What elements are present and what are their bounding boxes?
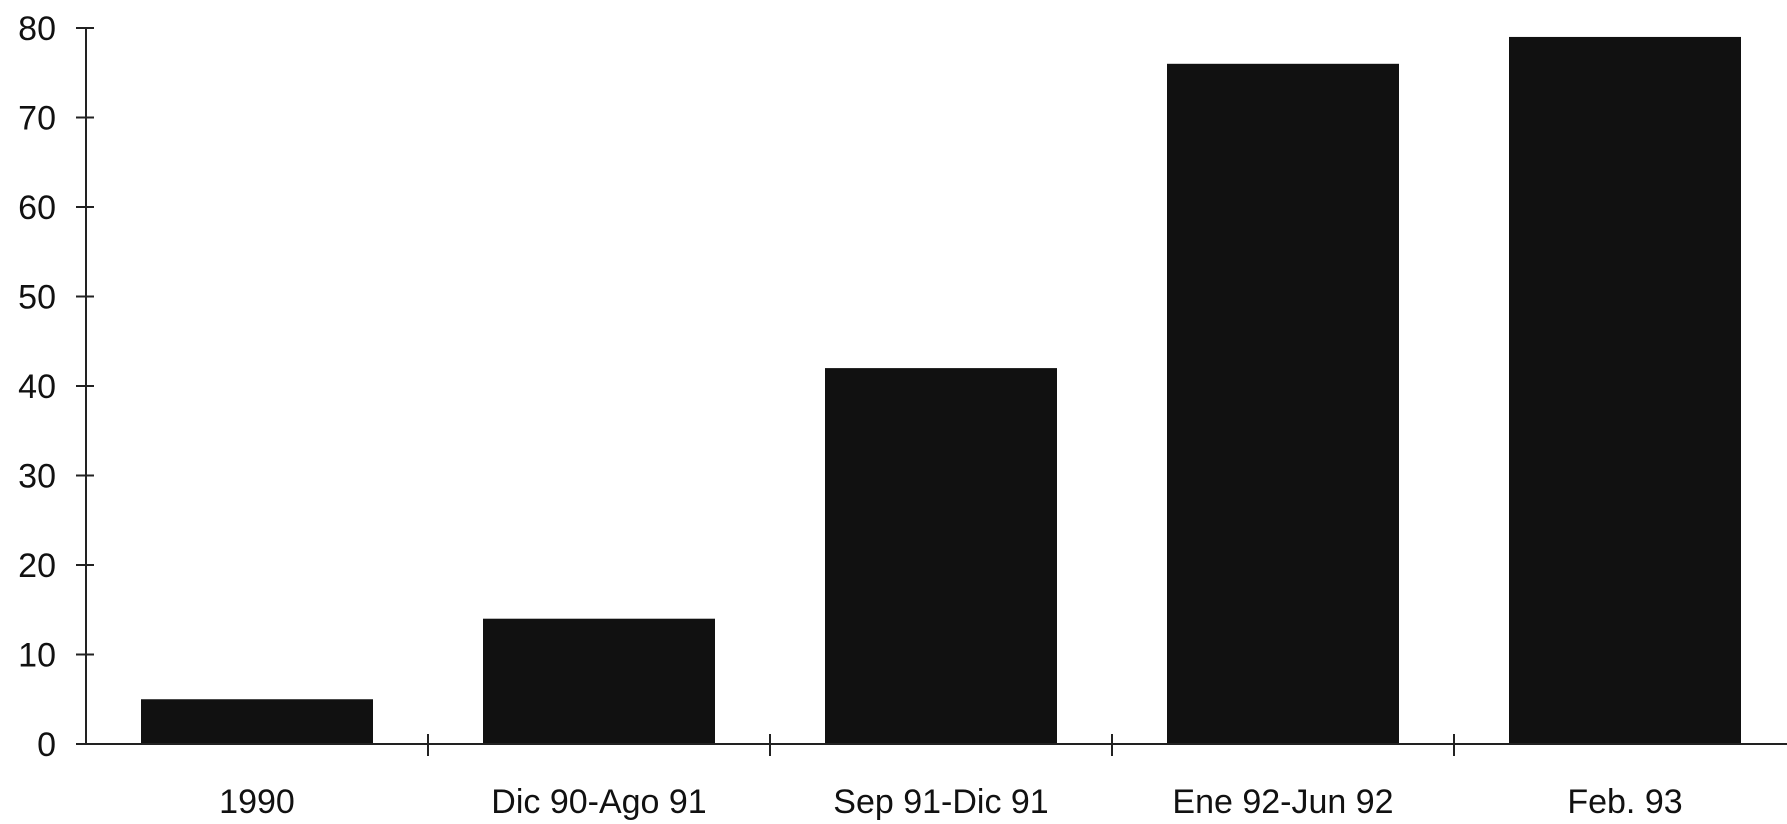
y-tick-label-4: 40 — [18, 368, 56, 406]
bar-0 — [141, 699, 373, 744]
x-tick-label-1: Dic 90-Ago 91 — [491, 783, 706, 821]
x-tick-label-3: Ene 92-Jun 92 — [1172, 783, 1393, 821]
x-tick-label-0: 1990 — [219, 783, 295, 821]
y-tick-label-1: 10 — [18, 637, 56, 675]
bar-2 — [825, 368, 1057, 744]
y-tick-label-3: 30 — [18, 458, 56, 496]
y-tick-label-6: 60 — [18, 189, 56, 227]
bar-4 — [1509, 36, 1741, 744]
axes-layer — [76, 27, 1787, 756]
y-tick-label-0: 0 — [37, 726, 56, 764]
x-tick-label-2: Sep 91-Dic 91 — [833, 783, 1048, 821]
y-tick-label-8: 80 — [18, 10, 56, 48]
bars-layer — [141, 36, 1741, 745]
y-tick-label-2: 20 — [18, 547, 56, 585]
bar-1 — [483, 618, 715, 744]
x-tick-label-4: Feb. 93 — [1567, 783, 1682, 821]
y-tick-label-7: 70 — [18, 100, 56, 138]
y-tick-label-5: 50 — [18, 279, 56, 317]
bar-3 — [1167, 63, 1399, 745]
labels-layer: 0 10 20 30 40 50 60 70 80 1990 Dic 90-Ago 91 Sep 91… — [18, 10, 1682, 821]
